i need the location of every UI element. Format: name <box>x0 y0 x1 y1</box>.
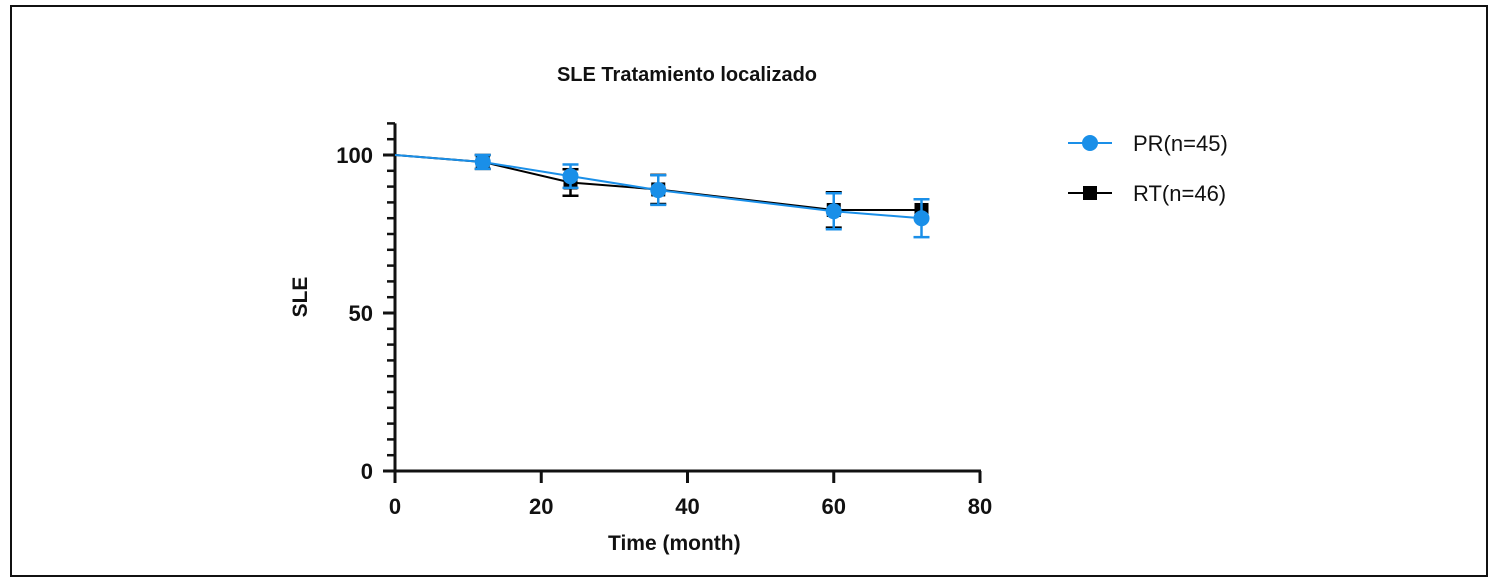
legend-label: RT(n=46) <box>1133 181 1226 206</box>
data-point-circle <box>650 182 667 199</box>
legend-circle-icon <box>1082 135 1098 151</box>
chart-title: SLE Tratamiento localizado <box>557 64 817 86</box>
data-point-circle <box>913 210 930 227</box>
x-axis-label: Time (month) <box>608 532 741 555</box>
x-tick-label: 0 <box>389 494 401 519</box>
x-tick-label: 20 <box>529 494 553 519</box>
x-tick-label: 40 <box>675 494 699 519</box>
data-point-circle <box>562 168 579 185</box>
legend-item: PR(n=45) <box>1068 131 1228 156</box>
legend-square-icon <box>1083 186 1097 200</box>
y-tick-label: 50 <box>349 301 373 326</box>
data-point-circle <box>474 153 491 170</box>
legend-item: RT(n=46) <box>1068 181 1226 206</box>
legend-label: PR(n=45) <box>1133 131 1228 156</box>
x-tick-label: 60 <box>822 494 846 519</box>
chart-frame <box>10 5 1488 577</box>
data-point-circle <box>825 203 842 220</box>
y-axis-label: SLE <box>289 277 312 318</box>
x-tick-label: 80 <box>968 494 992 519</box>
series-circle <box>394 153 930 239</box>
y-tick-label: 100 <box>336 143 373 168</box>
y-tick-label: 0 <box>361 459 373 484</box>
series-line <box>394 154 922 220</box>
